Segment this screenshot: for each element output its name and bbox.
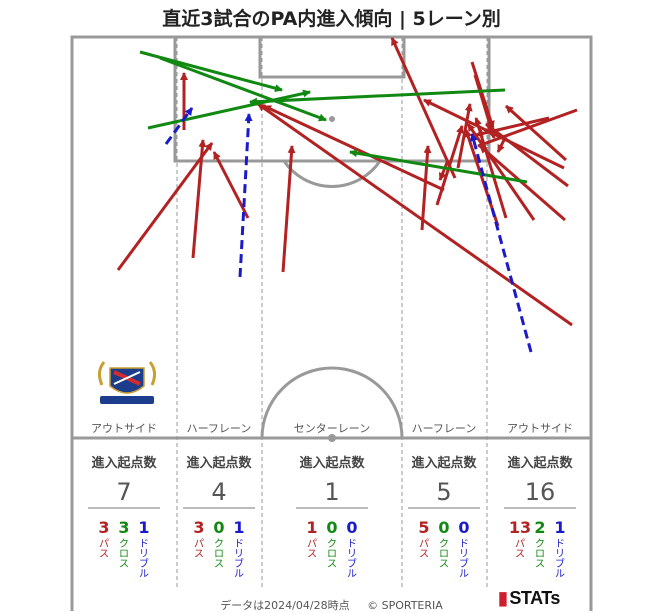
cross-arrow	[159, 56, 327, 122]
penalty-arc	[282, 160, 382, 188]
pass-arrow	[257, 102, 573, 327]
pass-label: パス	[515, 538, 525, 560]
dribble-count: 1	[138, 518, 149, 537]
pass-count: 13	[509, 518, 531, 537]
dribble-label: ドリブル	[234, 539, 244, 580]
lane-label: ハーフレーン	[412, 422, 477, 435]
cross-count: 0	[438, 518, 449, 537]
pass-count: 3	[98, 518, 109, 537]
lane-label: アウトサイド	[91, 422, 157, 435]
dribble-arrow	[238, 113, 253, 278]
lane-label: センターレーン	[294, 422, 370, 435]
cross-count: 3	[118, 518, 129, 537]
dribble-count: 1	[554, 518, 565, 537]
pass-count: 5	[418, 518, 429, 537]
cross-label: クロス	[439, 538, 449, 570]
dribble-arrow	[469, 133, 533, 353]
summary-heading: 進入起点数	[91, 455, 157, 471]
stats-logo: ▮ STATs	[498, 588, 560, 609]
lane-label: ハーフレーン	[187, 422, 252, 435]
cross-arrow	[147, 89, 311, 130]
pass-arrow	[435, 125, 464, 206]
cross-count: 2	[534, 518, 545, 537]
pass-arrow	[420, 145, 432, 231]
pass-arrow	[496, 139, 506, 153]
pass-arrow	[477, 108, 578, 148]
pass-arrow	[479, 144, 566, 222]
cross-count: 0	[326, 518, 337, 537]
pass-arrow	[438, 159, 450, 181]
cross-arrow	[349, 149, 528, 184]
lane-summary: 進入起点数73パス3クロス1ドリブル進入起点数43パス0クロス1ドリブル進入起点…	[88, 455, 576, 580]
dribble-count: 1	[233, 518, 244, 537]
cross-label: クロス	[214, 538, 224, 570]
arrows-layer	[116, 37, 578, 353]
cross-label: クロス	[119, 538, 129, 570]
pitch-lines	[70, 35, 593, 611]
lane-total: 5	[436, 478, 451, 506]
cross-label: クロス	[535, 538, 545, 570]
footer: データは2024/04/28時点 © SPORTERIA	[0, 597, 663, 613]
pass-arrow	[473, 74, 496, 139]
dribble-label: ドリブル	[555, 539, 565, 580]
lane-total: 1	[324, 478, 339, 506]
cross-label: クロス	[327, 538, 337, 570]
pass-label: パス	[194, 538, 204, 560]
pass-arrow	[456, 103, 473, 169]
lane-label: アウトサイド	[507, 422, 573, 435]
pass-label: パス	[307, 538, 317, 560]
dribble-arrow	[164, 107, 194, 145]
lane-total: 4	[211, 478, 226, 506]
pass-arrow	[390, 37, 457, 179]
pass-arrow	[191, 139, 207, 259]
pass-arrow	[263, 104, 445, 192]
summary-heading: 進入起点数	[507, 455, 573, 471]
timestamp: データは2024/04/28時点	[220, 599, 350, 612]
pass-arrow	[212, 151, 250, 219]
dribble-count: 0	[346, 518, 357, 537]
pass-arrow	[116, 142, 214, 271]
center-spot	[328, 434, 336, 442]
pass-label: パス	[419, 538, 429, 560]
penalty-spot	[329, 116, 335, 122]
stats-mark-icon: ▮	[498, 588, 508, 608]
pass-label: パス	[99, 538, 109, 560]
dribble-label: ドリブル	[459, 539, 469, 580]
pass-arrow	[281, 145, 296, 273]
dribble-label: ドリブル	[347, 539, 357, 580]
team-logo	[97, 361, 157, 404]
pass-arrow	[504, 104, 568, 162]
lane-total: 16	[525, 478, 556, 506]
summary-heading: 進入起点数	[186, 455, 252, 471]
lane-labels: アウトサイド ハーフレーン センターレーン ハーフレーン アウトサイド	[91, 422, 573, 435]
summary-heading: 進入起点数	[411, 455, 477, 471]
copyright: © SPORTERIA	[367, 599, 443, 612]
dribble-count: 0	[458, 518, 469, 537]
summary-heading: 進入起点数	[299, 455, 365, 471]
center-circle	[260, 366, 404, 439]
pass-arrow	[485, 122, 569, 188]
cross-arrow	[249, 88, 506, 106]
cross-count: 0	[213, 518, 224, 537]
pass-count: 3	[193, 518, 204, 537]
stats-brand-text: STATs	[509, 588, 560, 608]
goal-area	[258, 35, 406, 79]
pass-count: 1	[306, 518, 317, 537]
lane-total: 7	[116, 478, 131, 506]
chart-title: 直近3試合のPA内進入傾向 | 5レーン別	[162, 8, 501, 30]
dribble-label: ドリブル	[139, 539, 149, 580]
